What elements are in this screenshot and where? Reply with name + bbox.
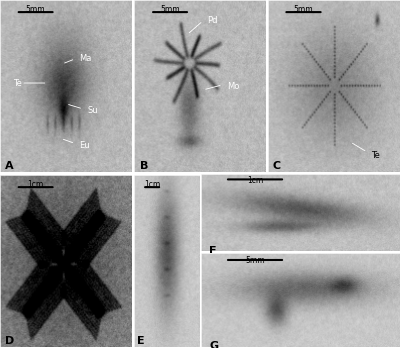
Text: 1cm: 1cm [247,176,263,185]
Text: Su: Su [87,106,98,115]
Text: Eu: Eu [79,141,90,150]
Text: Pd: Pd [207,16,218,25]
Text: D: D [5,336,14,346]
Text: 5mm: 5mm [26,5,46,14]
Text: C: C [273,161,281,171]
Text: Te: Te [13,79,22,87]
Text: F: F [209,246,217,256]
Text: Mo: Mo [227,82,239,91]
Text: 5mm: 5mm [245,256,265,265]
Text: G: G [209,341,218,348]
Text: 5mm: 5mm [294,5,313,14]
Text: Te: Te [371,151,380,160]
Text: 1cm: 1cm [28,180,44,189]
Text: Ma: Ma [79,54,92,63]
Text: B: B [140,161,148,171]
Text: 5mm: 5mm [160,5,180,14]
Text: A: A [5,161,14,171]
Text: E: E [137,336,145,346]
Text: 1cm: 1cm [144,180,160,189]
